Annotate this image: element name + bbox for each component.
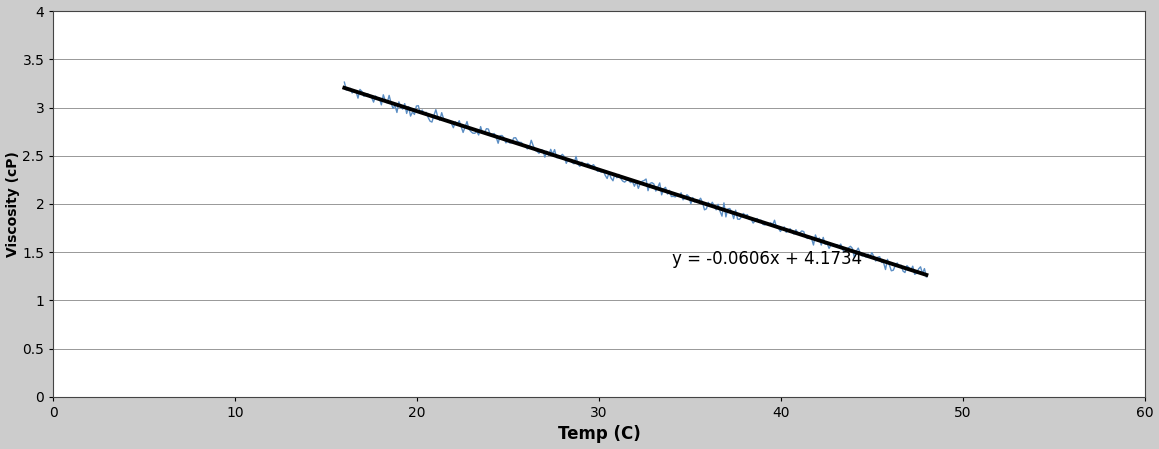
X-axis label: Temp (C): Temp (C) — [557, 426, 641, 444]
Y-axis label: Viscosity (cP): Viscosity (cP) — [6, 151, 20, 257]
Text: y = -0.0606x + 4.1734: y = -0.0606x + 4.1734 — [672, 250, 862, 268]
